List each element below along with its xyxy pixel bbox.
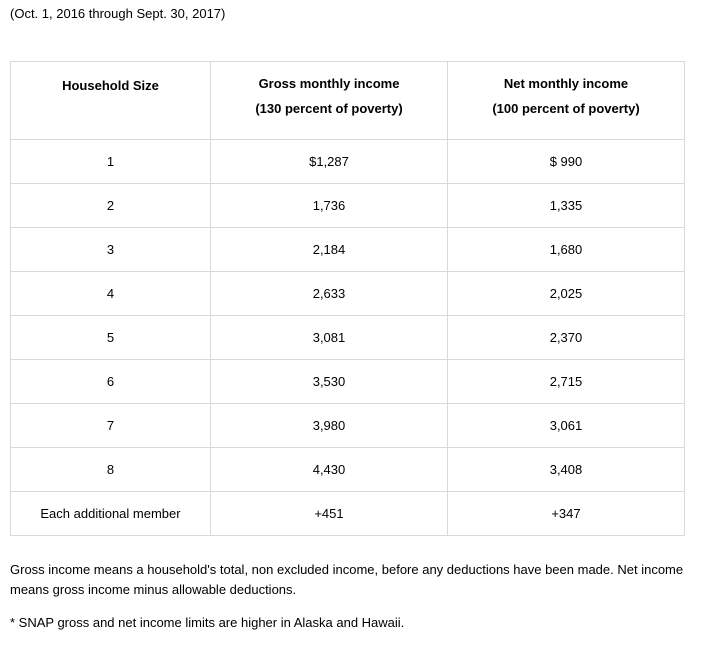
cell-net: 2,025 (448, 272, 685, 316)
income-limits-table: Household Size Gross monthly income (130… (10, 61, 685, 536)
cell-size: 3 (11, 228, 211, 272)
cell-net: 3,408 (448, 448, 685, 492)
cell-gross: +451 (211, 492, 448, 536)
table-row: 1 $1,287 $ 990 (11, 140, 685, 184)
col-header-net-income: Net monthly income (100 percent of pover… (448, 62, 685, 140)
cell-gross: 4,430 (211, 448, 448, 492)
cell-gross: 2,184 (211, 228, 448, 272)
cell-size: Each additional member (11, 492, 211, 536)
cell-gross: 3,530 (211, 360, 448, 404)
cell-net: 1,680 (448, 228, 685, 272)
col-header-net-line2: (100 percent of poverty) (492, 101, 639, 116)
col-header-household-size: Household Size (11, 62, 211, 140)
cell-size: 1 (11, 140, 211, 184)
cell-gross: 3,081 (211, 316, 448, 360)
cell-gross: $1,287 (211, 140, 448, 184)
col-header-gross-line2: (130 percent of poverty) (255, 101, 402, 116)
cell-size: 4 (11, 272, 211, 316)
cell-size: 5 (11, 316, 211, 360)
footnote-snap: * SNAP gross and net income limits are h… (10, 613, 708, 633)
date-range: (Oct. 1, 2016 through Sept. 30, 2017) (10, 6, 708, 21)
cell-net: $ 990 (448, 140, 685, 184)
cell-size: 2 (11, 184, 211, 228)
cell-net: 2,370 (448, 316, 685, 360)
cell-net: 2,715 (448, 360, 685, 404)
table-row: Each additional member +451 +347 (11, 492, 685, 536)
table-row: 3 2,184 1,680 (11, 228, 685, 272)
cell-size: 6 (11, 360, 211, 404)
cell-net: 3,061 (448, 404, 685, 448)
table-row: 4 2,633 2,025 (11, 272, 685, 316)
cell-net: +347 (448, 492, 685, 536)
col-header-gross-line1: Gross monthly income (259, 76, 400, 91)
footnote-definitions: Gross income means a household's total, … (10, 560, 708, 599)
cell-size: 7 (11, 404, 211, 448)
col-header-net-line1: Net monthly income (504, 76, 628, 91)
table-row: 6 3,530 2,715 (11, 360, 685, 404)
table-body: 1 $1,287 $ 990 2 1,736 1,335 3 2,184 1,6… (11, 140, 685, 536)
table-header-row: Household Size Gross monthly income (130… (11, 62, 685, 140)
cell-size: 8 (11, 448, 211, 492)
table-row: 2 1,736 1,335 (11, 184, 685, 228)
cell-gross: 3,980 (211, 404, 448, 448)
cell-net: 1,335 (448, 184, 685, 228)
cell-gross: 2,633 (211, 272, 448, 316)
cell-gross: 1,736 (211, 184, 448, 228)
table-row: 8 4,430 3,408 (11, 448, 685, 492)
table-row: 7 3,980 3,061 (11, 404, 685, 448)
col-header-gross-income: Gross monthly income (130 percent of pov… (211, 62, 448, 140)
table-row: 5 3,081 2,370 (11, 316, 685, 360)
